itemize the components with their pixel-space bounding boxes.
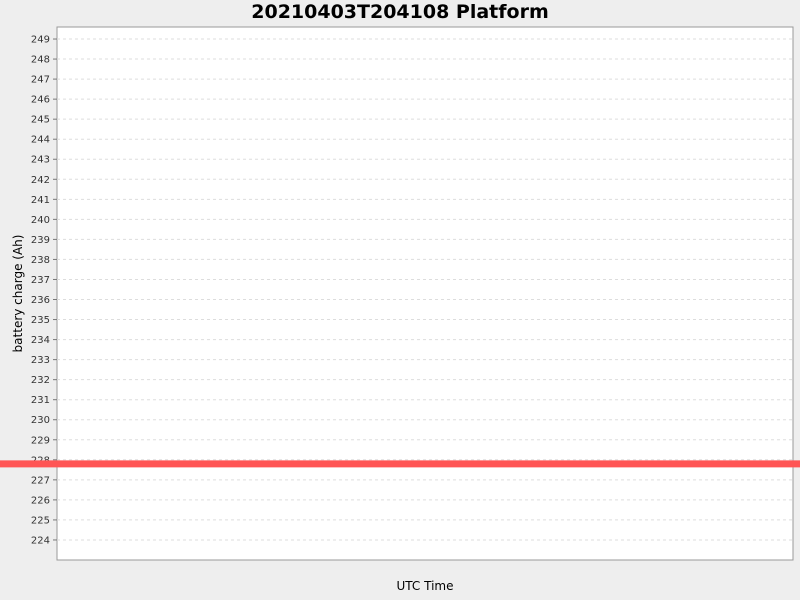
y-tick-label: 224: [31, 535, 50, 546]
x-axis-title: UTC Time: [397, 579, 454, 593]
y-tick-label: 243: [31, 155, 50, 166]
series-battery-charge: [0, 460, 800, 468]
y-tick-label: 225: [31, 515, 50, 526]
y-tick-label: 246: [31, 95, 50, 106]
y-tick-label: 238: [31, 255, 50, 266]
y-tick-label: 230: [31, 415, 50, 426]
y-tick-label: 237: [31, 275, 50, 286]
y-tick-label: 229: [31, 435, 50, 446]
grid-lines: [57, 38, 793, 541]
y-tick-label: 236: [31, 295, 50, 306]
x-axis: 20:0021:0022:0023:0000:0001:0002:0003:00…: [0, 560, 800, 577]
y-tick-label: 249: [31, 35, 50, 46]
y-tick-label: 248: [31, 55, 50, 66]
y-tick-label: 233: [31, 355, 50, 366]
y-tick-label: 242: [31, 175, 50, 186]
y-tick-label: 226: [31, 495, 50, 506]
y-tick-label: 245: [31, 115, 50, 126]
y-tick-label: 247: [31, 75, 50, 86]
y-tick-label: 235: [31, 315, 50, 326]
y-tick-label: 232: [31, 375, 50, 386]
y-axis-title: battery charge (Ah): [11, 235, 25, 353]
chart-title: 20210403T204108 Platform: [251, 1, 549, 23]
plot-area: [56, 26, 794, 561]
y-tick-label: 234: [31, 335, 50, 346]
y-tick-label: 244: [31, 135, 50, 146]
y-tick-label: 227: [31, 475, 50, 486]
y-tick-label: 240: [31, 215, 50, 226]
y-tick-label: 241: [31, 195, 50, 206]
y-tick-label: 231: [31, 395, 50, 406]
y-tick-label: 239: [31, 235, 50, 246]
y-axis: 2242252262272282292302312322332342352362…: [31, 35, 57, 546]
